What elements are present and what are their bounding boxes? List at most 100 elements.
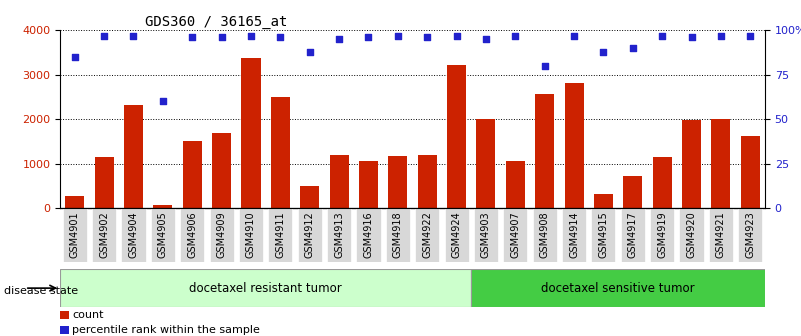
Bar [65,196,84,208]
Text: percentile rank within the sample: percentile rank within the sample [72,325,260,335]
Point [304,49,316,54]
FancyBboxPatch shape [621,208,645,262]
FancyBboxPatch shape [503,208,527,262]
FancyBboxPatch shape [298,208,322,262]
Text: GSM4902: GSM4902 [99,211,109,258]
FancyBboxPatch shape [562,208,586,262]
Text: GSM4905: GSM4905 [158,211,168,258]
Text: GSM4923: GSM4923 [745,211,755,258]
FancyBboxPatch shape [445,208,469,262]
Text: GSM4924: GSM4924 [452,211,461,258]
FancyBboxPatch shape [415,208,439,262]
Bar [300,186,320,208]
Point [98,33,111,38]
Bar [95,157,114,208]
Point [392,33,405,38]
Point [480,37,493,42]
Point [538,63,551,69]
Text: GSM4921: GSM4921 [716,211,726,258]
Text: count: count [72,310,103,320]
Text: GSM4910: GSM4910 [246,211,256,258]
FancyBboxPatch shape [180,208,204,262]
Point [421,35,433,40]
Bar [741,136,760,208]
FancyBboxPatch shape [356,208,380,262]
FancyBboxPatch shape [60,269,471,307]
Text: GSM4917: GSM4917 [628,211,638,258]
FancyBboxPatch shape [679,208,703,262]
Bar [594,194,613,208]
Text: GSM4919: GSM4919 [657,211,667,258]
Point [362,35,375,40]
Bar [329,155,348,208]
Text: GSM4918: GSM4918 [392,211,403,258]
Bar [623,176,642,208]
Bar [359,161,378,208]
FancyBboxPatch shape [533,208,557,262]
Bar [271,97,290,208]
Text: GSM4915: GSM4915 [598,211,609,258]
Text: GSM4906: GSM4906 [187,211,197,258]
Bar [417,155,437,208]
Text: GSM4922: GSM4922 [422,211,433,258]
FancyBboxPatch shape [474,208,498,262]
Text: GSM4913: GSM4913 [334,211,344,258]
FancyBboxPatch shape [327,208,351,262]
Bar [447,65,466,208]
Bar [565,83,584,208]
Text: GSM4914: GSM4914 [569,211,579,258]
Point [656,33,669,38]
Text: GSM4909: GSM4909 [216,211,227,258]
Text: GSM4901: GSM4901 [70,211,80,258]
Point [215,35,228,40]
FancyBboxPatch shape [591,208,615,262]
Point [127,33,140,38]
Text: GSM4907: GSM4907 [510,211,521,258]
Point [626,45,639,51]
FancyBboxPatch shape [268,208,292,262]
FancyBboxPatch shape [122,208,146,262]
Text: disease state: disease state [4,286,78,296]
Text: GSM4904: GSM4904 [128,211,139,258]
Point [156,99,169,104]
FancyBboxPatch shape [92,208,116,262]
Point [685,35,698,40]
Text: GSM4911: GSM4911 [276,211,285,258]
Point [714,33,727,38]
Point [186,35,199,40]
FancyBboxPatch shape [709,208,733,262]
Point [332,37,345,42]
FancyBboxPatch shape [62,208,87,262]
Bar [505,161,525,208]
Point [509,33,521,38]
Bar [153,205,172,208]
Text: GSM4912: GSM4912 [304,211,315,258]
Point [274,35,287,40]
Bar [212,133,231,208]
Text: GSM4920: GSM4920 [686,211,697,258]
FancyBboxPatch shape [210,208,234,262]
Bar [241,58,260,208]
Text: GSM4903: GSM4903 [481,211,491,258]
FancyBboxPatch shape [239,208,263,262]
Bar [653,157,672,208]
Bar [535,94,554,208]
Text: GDS360 / 36165_at: GDS360 / 36165_at [145,15,287,29]
Point [244,33,257,38]
Point [744,33,757,38]
FancyBboxPatch shape [386,208,410,262]
Bar [60,326,69,334]
Point [597,49,610,54]
Point [68,54,81,60]
Text: GSM4916: GSM4916 [364,211,373,258]
FancyBboxPatch shape [471,269,765,307]
Text: docetaxel sensitive tumor: docetaxel sensitive tumor [541,282,695,295]
Bar [124,104,143,208]
Text: GSM4908: GSM4908 [540,211,549,258]
FancyBboxPatch shape [151,208,175,262]
Text: docetaxel resistant tumor: docetaxel resistant tumor [189,282,342,295]
FancyBboxPatch shape [739,208,763,262]
Point [568,33,581,38]
Point [450,33,463,38]
FancyBboxPatch shape [650,208,674,262]
